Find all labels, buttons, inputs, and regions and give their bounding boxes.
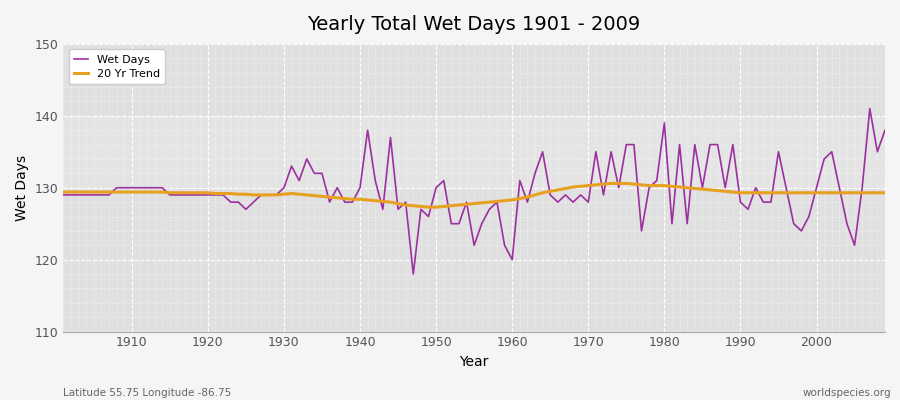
Y-axis label: Wet Days: Wet Days [15,155,29,221]
20 Yr Trend [58,190,68,194]
X-axis label: Year: Year [460,355,489,369]
Wet Days [606,149,616,154]
Wet Days [332,185,343,190]
20 Yr Trend [507,198,517,202]
Line: 20 Yr Trend: 20 Yr Trend [63,184,885,207]
Wet Days [507,257,517,262]
Wet Days [515,178,526,183]
Wet Days [879,128,890,132]
Wet Days [58,192,68,197]
Title: Yearly Total Wet Days 1901 - 2009: Yearly Total Wet Days 1901 - 2009 [308,15,641,34]
Text: Latitude 55.75 Longitude -86.75: Latitude 55.75 Longitude -86.75 [63,388,231,398]
Text: worldspecies.org: worldspecies.org [803,388,891,398]
20 Yr Trend [119,190,130,194]
Line: Wet Days: Wet Days [63,109,885,274]
Wet Days [408,272,418,276]
Wet Days [286,164,297,168]
Bar [63,116,885,188]
20 Yr Trend [515,196,526,201]
Wet Days [119,185,130,190]
20 Yr Trend [286,191,297,196]
Wet Days [864,106,875,111]
Legend: Wet Days, 20 Yr Trend: Wet Days, 20 Yr Trend [68,50,166,84]
20 Yr Trend [879,190,890,195]
20 Yr Trend [423,205,434,210]
20 Yr Trend [332,196,343,200]
20 Yr Trend [606,181,616,186]
20 Yr Trend [613,181,624,186]
